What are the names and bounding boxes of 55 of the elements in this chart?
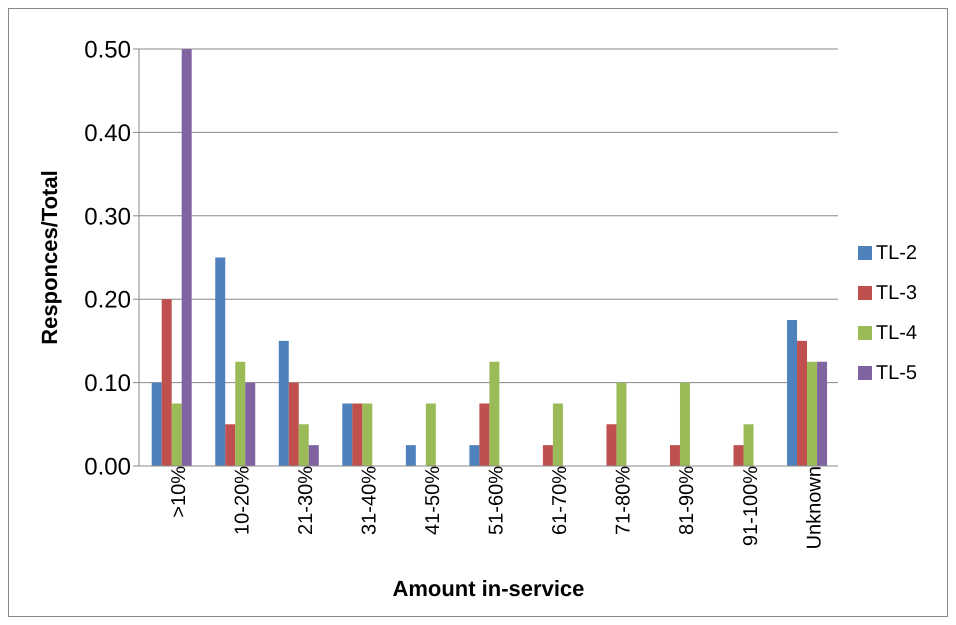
- y-axis-title: Responces/Total: [36, 170, 62, 345]
- bar: [215, 258, 226, 466]
- legend-label: TL-4: [876, 322, 917, 344]
- bar: [542, 445, 553, 466]
- x-tick-label: 10-20%: [232, 466, 254, 535]
- legend-label: TL-5: [876, 362, 917, 384]
- bar: [278, 340, 289, 466]
- x-axis-title: Amount in-service: [392, 576, 584, 601]
- y-tick-label: 0.50: [84, 36, 131, 64]
- bar: [152, 382, 162, 466]
- x-tick-label: 91-100%: [740, 466, 762, 546]
- y-tick-label: 0.00: [84, 454, 131, 481]
- x-tick-label: 21-30%: [295, 466, 318, 535]
- bar: [469, 445, 480, 466]
- bar: [406, 445, 416, 466]
- bar: [182, 49, 192, 466]
- bar: [744, 424, 754, 466]
- x-tick-label: 41-50%: [422, 466, 444, 535]
- y-tick-label: 0.40: [84, 120, 131, 147]
- bar: [680, 382, 690, 466]
- y-tick-label: 0.20: [84, 286, 131, 314]
- bar: [162, 299, 172, 466]
- y-tick-label: 0.10: [84, 370, 131, 398]
- bar: [787, 320, 798, 466]
- bar: [807, 362, 818, 466]
- bar: [245, 382, 256, 466]
- bar: [734, 445, 744, 466]
- legend-label: TL-3: [876, 282, 917, 304]
- bar: [288, 382, 299, 466]
- bar: [298, 424, 309, 466]
- x-tick-label: >10%: [168, 466, 190, 518]
- x-tick-label: 51-60%: [486, 466, 508, 535]
- bar: [616, 382, 626, 466]
- y-tick-label: 0.30: [84, 203, 131, 230]
- bar: [308, 445, 319, 466]
- legend-label: TL-2: [876, 242, 917, 264]
- bar: [342, 403, 352, 466]
- bar: [352, 403, 362, 466]
- bar: [797, 340, 808, 466]
- bar: [479, 403, 490, 466]
- x-tick-label: Unknown: [803, 466, 826, 550]
- bar: [362, 403, 372, 466]
- bar: [552, 403, 563, 466]
- bar: [225, 424, 236, 466]
- x-tick-label: 31-40%: [358, 466, 381, 535]
- bar: [670, 445, 680, 466]
- x-tick-label: 71-80%: [612, 466, 635, 535]
- bar: [235, 362, 246, 466]
- x-tick-label: 61-70%: [549, 466, 572, 535]
- bar: [489, 362, 500, 466]
- bar: [817, 362, 828, 466]
- bar: [426, 403, 436, 466]
- x-tick-label: 81-90%: [676, 466, 698, 535]
- bar: [606, 424, 616, 466]
- bar: [172, 403, 182, 466]
